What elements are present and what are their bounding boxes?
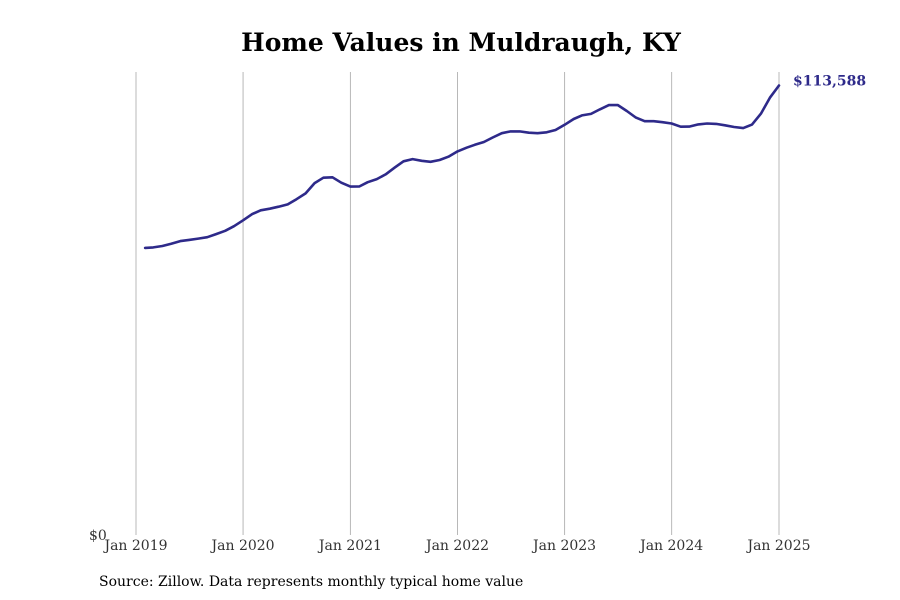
- x-tick-label: Jan 2022: [424, 538, 489, 554]
- x-tick-label: Jan 2024: [638, 538, 703, 554]
- series-line-layer: [143, 84, 781, 250]
- chart-title: Home Values in Muldraugh, KY: [241, 28, 681, 57]
- y-tick-label: $0: [89, 528, 107, 544]
- x-tick-label: Jan 2019: [102, 538, 167, 554]
- x-tick-label: Jan 2021: [317, 538, 382, 554]
- data-label-layer: $113,588: [793, 74, 866, 90]
- tick-labels: Jan 2019 Jan 2020 Jan 2021 Jan 2022 Jan 2023…: [89, 528, 811, 554]
- end-value-label: $113,588: [793, 74, 866, 90]
- x-tick-label: Jan 2023: [531, 538, 596, 554]
- home-value-series-line: [143, 84, 781, 250]
- gridlines: [135, 72, 780, 535]
- source-note: Source: Zillow. Data represents monthly …: [99, 574, 524, 590]
- x-tick-label: Jan 2025: [745, 538, 810, 554]
- x-tick-label: Jan 2020: [210, 538, 275, 554]
